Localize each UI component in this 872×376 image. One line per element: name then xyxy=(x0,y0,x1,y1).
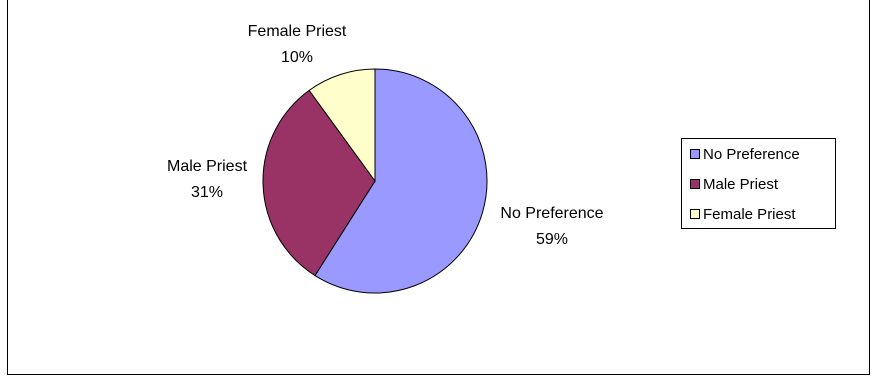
legend-item-no-preference: No Preference xyxy=(690,145,800,163)
legend-label-female-priest: Female Priest xyxy=(703,205,796,223)
legend-label-male-priest: Male Priest xyxy=(703,175,779,193)
legend-swatch-female-priest xyxy=(690,209,700,219)
legend-swatch-male-priest xyxy=(690,179,700,189)
slice-percent-female-priest: 10% xyxy=(281,49,313,66)
pie-slice-female-priest xyxy=(308,68,376,183)
legend: No Preference Male Priest Female Priest xyxy=(681,138,836,229)
legend-swatch-no-preference xyxy=(690,149,700,159)
pie-slice-male-priest xyxy=(262,89,376,277)
slice-label-male-priest: Male Priest xyxy=(167,158,248,175)
pie-slice-no-preference xyxy=(314,68,488,294)
slice-label-no-preference: No Preference xyxy=(500,205,603,222)
slice-label-female-priest: Female Priest xyxy=(248,23,347,40)
slice-percent-no-preference: 59% xyxy=(536,231,568,248)
legend-item-male-priest: Male Priest xyxy=(690,175,778,193)
legend-label-no-preference: No Preference xyxy=(703,145,800,163)
legend-item-female-priest: Female Priest xyxy=(690,205,796,223)
slice-percent-male-priest: 31% xyxy=(191,184,223,201)
